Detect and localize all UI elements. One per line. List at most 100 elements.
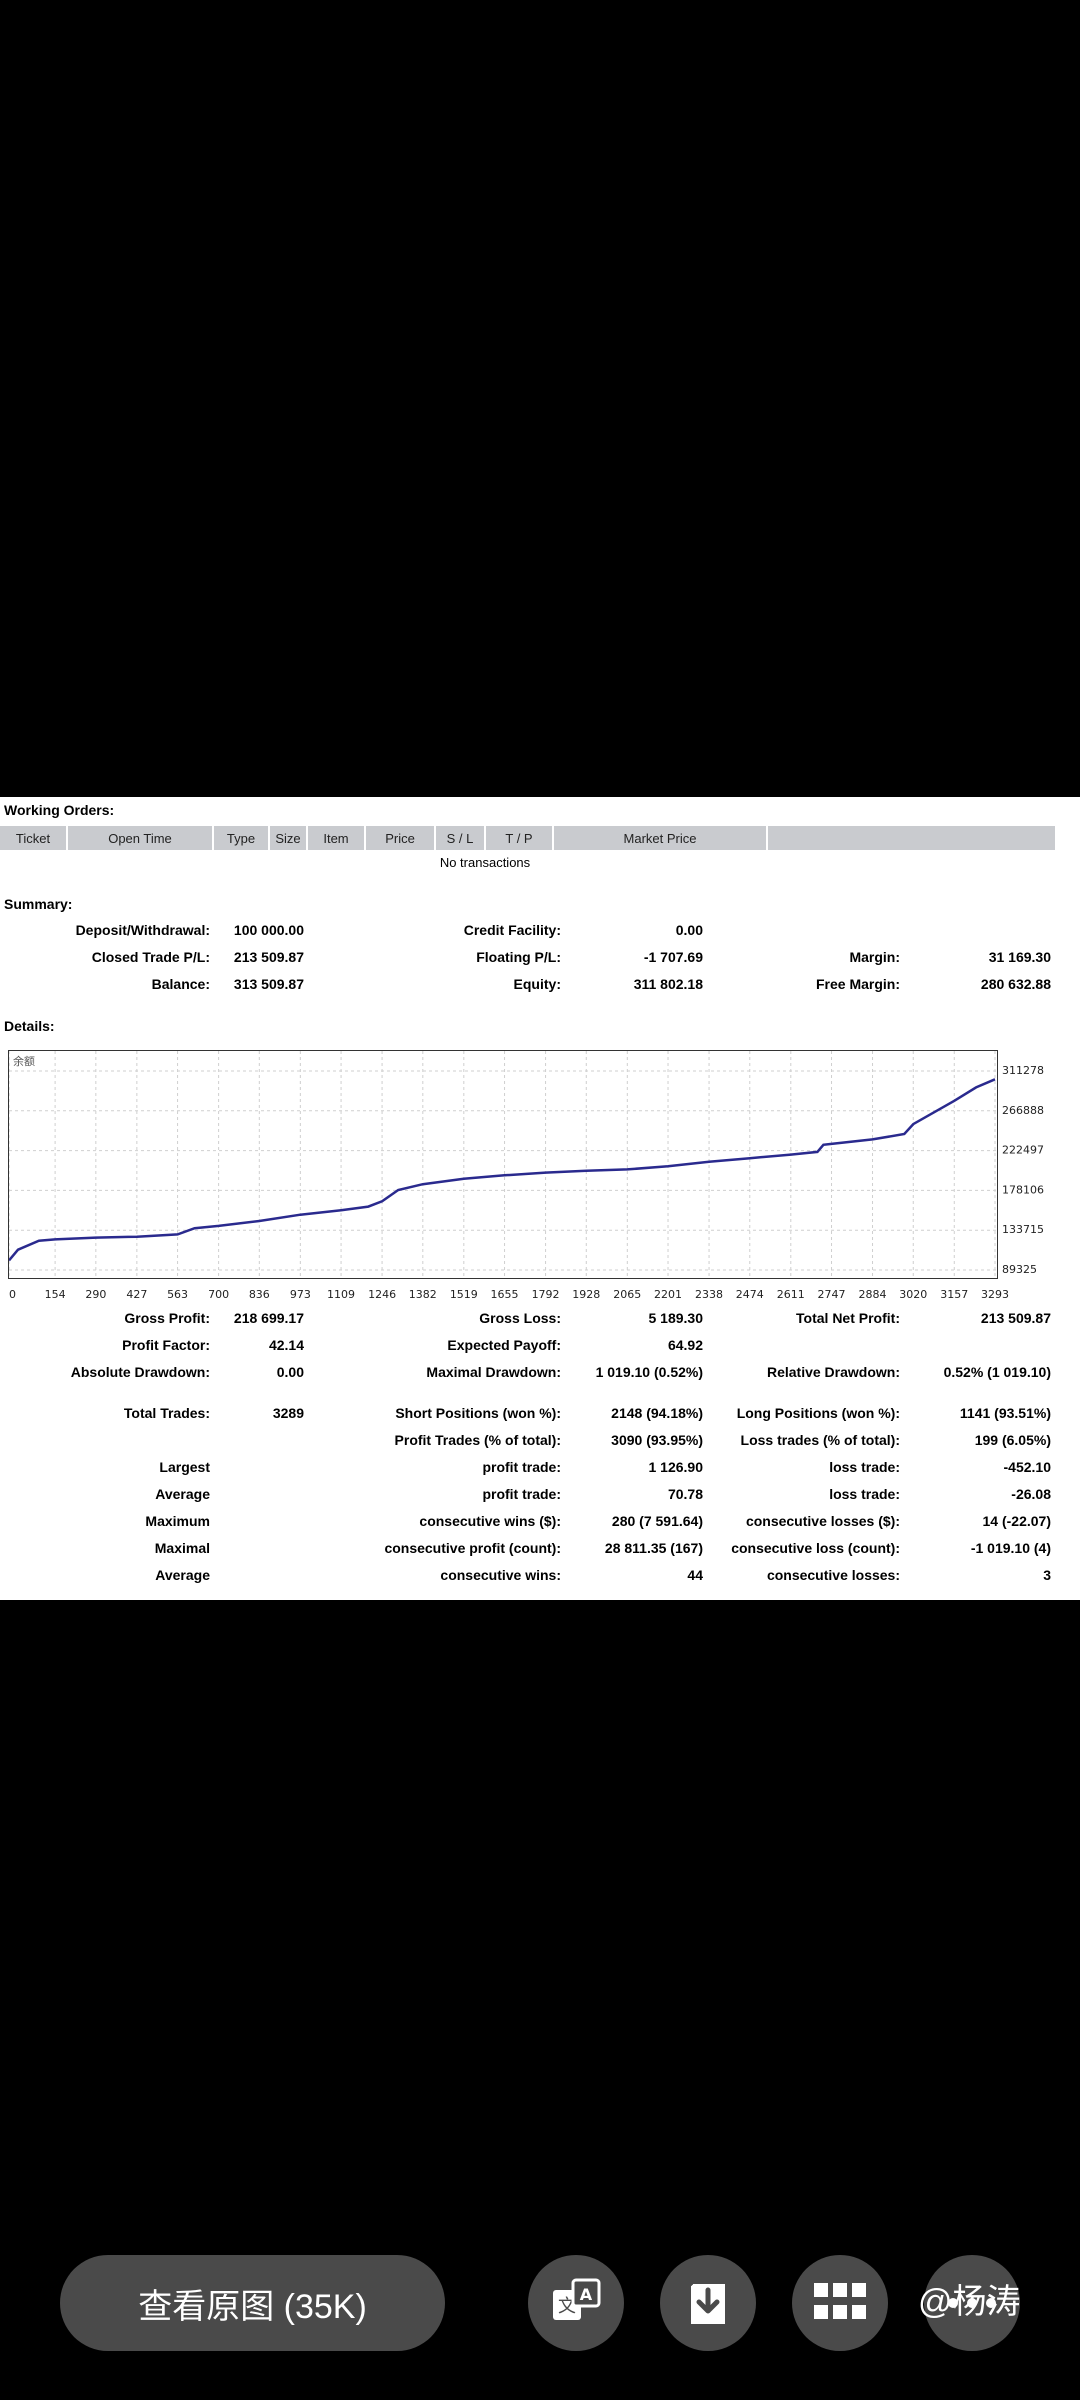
more-button[interactable] <box>924 2255 1020 2351</box>
free-margin-value: 280 632.88 <box>980 976 1051 992</box>
no-transactions-text: No transactions <box>439 855 531 870</box>
x-tick-label: 1246 <box>368 1288 396 1300</box>
col-tp[interactable]: T / P <box>486 826 554 850</box>
short-positions-value: 2148 (94.18%) <box>611 1405 703 1421</box>
details-title: Details: <box>4 1018 55 1034</box>
col-market-price[interactable]: Market Price <box>554 826 768 850</box>
translate-button[interactable]: 文 A <box>528 2255 624 2351</box>
balance-chart-plot: 余额 <box>9 1051 997 1278</box>
grid-button[interactable] <box>792 2255 888 2351</box>
x-tick-label: 2338 <box>695 1288 723 1300</box>
profit-factor-label: Profit Factor: <box>122 1337 210 1353</box>
maximal-label: Maximal <box>154 1540 210 1556</box>
average-profit-label: profit trade: <box>482 1486 561 1502</box>
maximal-loss-value: -1 019.10 (4) <box>970 1540 1051 1556</box>
average-consecutive-label: Average <box>155 1567 210 1583</box>
orders-table-header: Ticket Open Time Type Size Item Price S … <box>0 826 1055 850</box>
x-tick-label: 2474 <box>736 1288 764 1300</box>
maximal-profit-value: 28 811.35 (167) <box>604 1540 703 1556</box>
total-net-value: 213 509.87 <box>980 1310 1051 1326</box>
rel-drawdown-label: Relative Drawdown: <box>766 1364 900 1380</box>
gross-loss-label: Gross Loss: <box>479 1310 561 1326</box>
expected-payoff-value: 64.92 <box>667 1337 703 1353</box>
average-loss-label: loss trade: <box>829 1486 900 1502</box>
col-empty <box>768 826 1055 850</box>
avg-consecutive-losses-label: consecutive losses: <box>766 1567 900 1583</box>
profit-factor-value: 42.14 <box>268 1337 304 1353</box>
credit-label: Credit Facility: <box>463 922 561 938</box>
x-tick-label: 1655 <box>491 1288 519 1300</box>
abs-drawdown-value: 0.00 <box>276 1364 304 1380</box>
gross-loss-value: 5 189.30 <box>648 1310 704 1326</box>
download-button[interactable] <box>660 2255 756 2351</box>
credit-value: 0.00 <box>675 922 703 938</box>
translate-icon: 文 A <box>553 2278 601 2320</box>
short-positions-label: Short Positions (won %): <box>395 1405 561 1421</box>
y-tick-label: 311278 <box>1002 1064 1044 1077</box>
total-net-label: Total Net Profit: <box>796 1310 900 1326</box>
grid-icon <box>814 2283 866 2319</box>
x-tick-label: 1382 <box>409 1288 437 1300</box>
y-tick-label: 222497 <box>1002 1144 1044 1157</box>
abs-drawdown-label: Absolute Drawdown: <box>70 1364 210 1380</box>
x-tick-label: 2201 <box>654 1288 682 1300</box>
max-consecutive-losses-value: 14 (-22.07) <box>982 1513 1051 1529</box>
maximum-label: Maximum <box>145 1513 210 1529</box>
largest-label: Largest <box>159 1459 210 1475</box>
x-tick-label: 3157 <box>940 1288 968 1300</box>
x-tick-label: 2611 <box>777 1288 805 1300</box>
maximal-loss-label: consecutive loss (count): <box>731 1540 900 1556</box>
view-original-button[interactable]: 查看原图 (35K) <box>60 2255 445 2351</box>
col-price[interactable]: Price <box>366 826 436 850</box>
x-tick-label: 836 <box>249 1288 270 1300</box>
rel-drawdown-value: 0.52% (1 019.10) <box>943 1364 1051 1380</box>
col-size[interactable]: Size <box>270 826 308 850</box>
col-open-time[interactable]: Open Time <box>68 826 214 850</box>
deposit-value: 100 000.00 <box>233 922 304 938</box>
max-drawdown-value: 1 019.10 (0.52%) <box>595 1364 703 1380</box>
summary-title: Summary: <box>4 896 73 912</box>
gross-profit-value: 218 699.17 <box>233 1310 304 1326</box>
free-margin-label: Free Margin: <box>815 976 900 992</box>
y-tick-label: 178106 <box>1002 1183 1044 1196</box>
max-consecutive-wins-value: 280 (7 591.64) <box>611 1513 703 1529</box>
col-sl[interactable]: S / L <box>436 826 486 850</box>
avg-consecutive-losses-value: 3 <box>1043 1567 1051 1583</box>
average-label: Average <box>155 1486 210 1502</box>
svg-text:A: A <box>580 2285 593 2304</box>
x-tick-label: 2884 <box>859 1288 887 1300</box>
margin-label: Margin: <box>849 949 900 965</box>
long-positions-value: 1141 (93.51%) <box>959 1405 1051 1421</box>
loss-trades-value: 199 (6.05%) <box>974 1432 1051 1448</box>
expected-payoff-label: Expected Payoff: <box>447 1337 561 1353</box>
x-tick-label: 1792 <box>532 1288 560 1300</box>
balance-chart: 余额 <box>8 1050 998 1279</box>
margin-value: 31 169.30 <box>988 949 1051 965</box>
x-tick-label: 2747 <box>818 1288 846 1300</box>
x-tick-label: 0 <box>9 1288 16 1300</box>
maximal-profit-label: consecutive profit (count): <box>384 1540 561 1556</box>
col-item[interactable]: Item <box>308 826 366 850</box>
closed-pl-value: 213 509.87 <box>233 949 304 965</box>
largest-loss-value: -452.10 <box>1003 1459 1051 1475</box>
x-tick-label: 1519 <box>450 1288 478 1300</box>
col-ticket[interactable]: Ticket <box>0 826 68 850</box>
y-tick-label: 133715 <box>1002 1223 1044 1236</box>
x-tick-label: 427 <box>126 1288 147 1300</box>
gross-profit-label: Gross Profit: <box>124 1310 210 1326</box>
x-tick-label: 1928 <box>572 1288 600 1300</box>
working-orders-title: Working Orders: <box>4 802 115 818</box>
x-tick-label: 1109 <box>327 1288 355 1300</box>
long-positions-label: Long Positions (won %): <box>736 1405 900 1421</box>
largest-profit-label: profit trade: <box>482 1459 561 1475</box>
x-tick-label: 973 <box>290 1288 311 1300</box>
balance-series-line <box>9 1078 996 1262</box>
col-type[interactable]: Type <box>214 826 270 850</box>
watermark: @杨涛 <box>918 2283 1021 2321</box>
x-tick-label: 3293 <box>981 1288 1009 1300</box>
more-icon <box>948 2298 996 2308</box>
max-consecutive-wins-label: consecutive wins ($): <box>419 1513 561 1529</box>
max-drawdown-label: Maximal Drawdown: <box>426 1364 561 1380</box>
deposit-label: Deposit/Withdrawal: <box>75 922 210 938</box>
avg-consecutive-wins-value: 44 <box>687 1567 703 1583</box>
